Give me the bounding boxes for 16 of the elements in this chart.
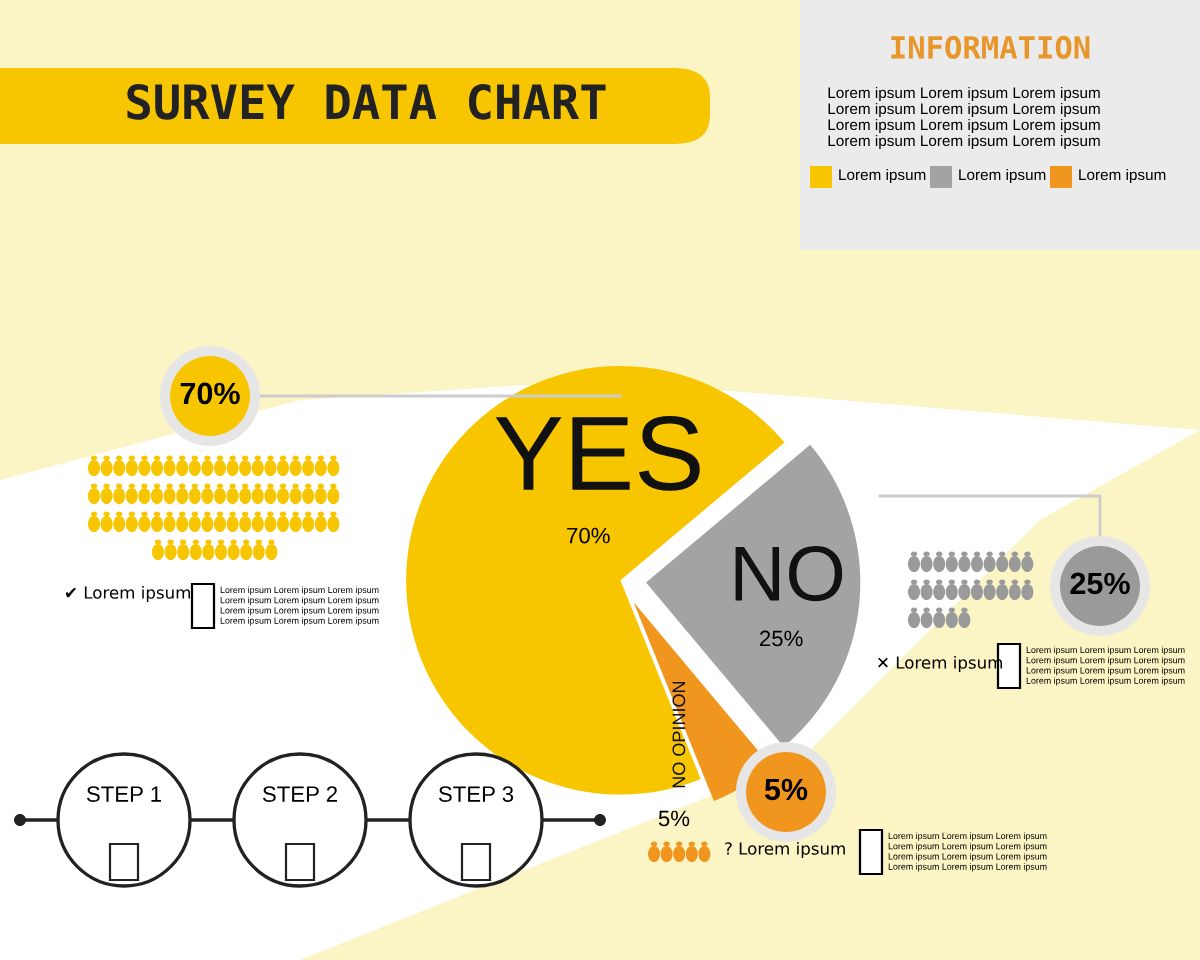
legend-label: NO	[735, 546, 843, 602]
text: STEP 1	[86, 786, 162, 802]
slice-label: YES	[495, 416, 700, 491]
chart-title: SURVEY DATA CHART	[127, 83, 606, 120]
text: INFORMATION	[891, 35, 1090, 59]
slice-label: NO OPINION	[672, 681, 686, 788]
data-label: 70%	[567, 527, 610, 544]
text: 5%	[764, 778, 808, 801]
data-label: 5%	[658, 810, 690, 827]
text: 25%	[1070, 572, 1130, 595]
text: ? Lorem ipsum	[725, 841, 845, 859]
data-label: 25%	[759, 630, 803, 647]
text: STEP 3	[438, 786, 514, 802]
text: ✔ Lorem ipsum	[65, 585, 190, 603]
text: 70%	[180, 382, 240, 405]
text: STEP 2	[262, 786, 337, 802]
